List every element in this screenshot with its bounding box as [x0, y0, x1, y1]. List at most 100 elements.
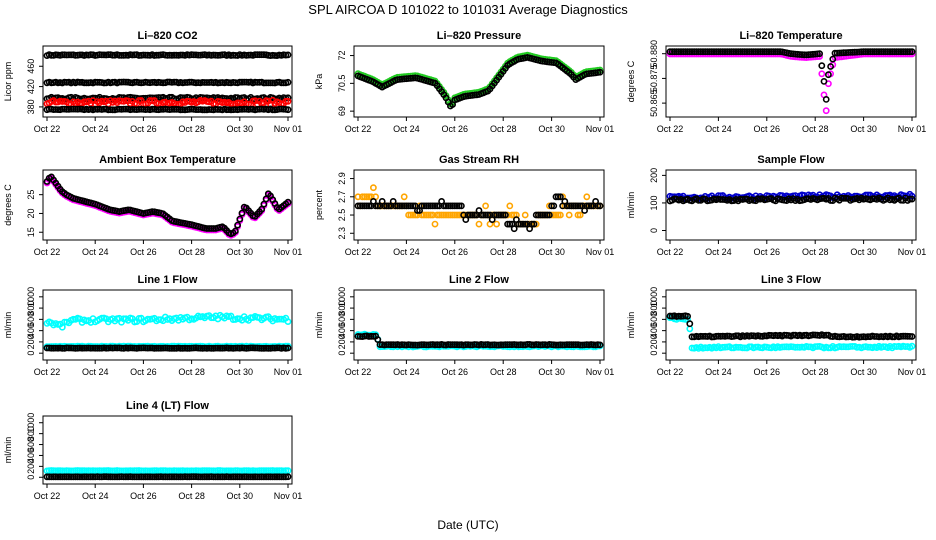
y-axis-label: degrees C	[626, 60, 636, 102]
x-tick-label: Oct 28	[178, 247, 205, 257]
data-point	[690, 48, 698, 56]
x-tick-label: Oct 28	[178, 367, 205, 377]
data-point	[869, 48, 876, 56]
data-points	[43, 467, 292, 481]
data-point	[258, 467, 266, 475]
data-point	[282, 97, 290, 105]
data-point	[405, 202, 412, 210]
y-tick-label: 2.5	[337, 209, 347, 222]
data-point	[677, 48, 685, 56]
series-black	[354, 54, 604, 110]
data-point	[745, 48, 753, 56]
y-axis-label: ml/min	[314, 312, 324, 339]
data-point	[734, 48, 742, 56]
data-point	[543, 211, 551, 219]
y-tick-label: 20	[26, 208, 36, 218]
data-point	[877, 48, 885, 56]
y-tick-label: 380	[26, 99, 36, 114]
data-point	[383, 202, 390, 210]
data-point	[413, 207, 421, 214]
x-tick-label: Oct 26	[130, 491, 157, 501]
data-point	[873, 48, 881, 56]
data-point	[479, 211, 487, 219]
y-axis-label: percent	[314, 189, 324, 220]
data-point	[515, 220, 522, 228]
data-point	[908, 333, 916, 340]
data-point	[369, 184, 377, 192]
data-point	[770, 48, 777, 56]
y-tick-label: 600	[649, 312, 659, 327]
data-point	[712, 48, 720, 56]
data-point	[506, 220, 514, 228]
data-point	[741, 48, 749, 56]
data-point	[475, 220, 483, 228]
data-point	[446, 211, 454, 219]
chart-title: Line 2 Flow	[449, 274, 509, 286]
plot-frame	[353, 289, 605, 361]
y-tick-label: 50.875	[649, 65, 659, 93]
data-point	[539, 211, 547, 219]
data-point	[420, 202, 428, 210]
data-point	[893, 48, 900, 56]
data-point	[554, 211, 562, 219]
data-point	[825, 71, 832, 79]
y-tick-label: 2.9	[337, 172, 347, 185]
data-point	[737, 48, 744, 56]
plot-frame	[42, 415, 293, 485]
plot-frame	[353, 169, 605, 241]
data-point	[574, 202, 582, 210]
data-point	[484, 211, 492, 219]
x-tick-label: Nov 01	[898, 124, 927, 134]
y-tick-label: 2.3	[337, 227, 347, 240]
x-tick-label: Nov 01	[274, 247, 303, 257]
series-black	[43, 344, 292, 352]
x-tick-label: Oct 24	[393, 124, 420, 134]
data-point	[76, 473, 84, 481]
data-point	[704, 48, 711, 56]
data-point	[284, 97, 292, 105]
data-point	[284, 473, 292, 481]
data-point	[196, 473, 204, 481]
data-point	[550, 202, 558, 210]
data-point	[466, 211, 474, 219]
y-tick-label: 70.5	[337, 75, 347, 93]
data-point	[743, 48, 751, 56]
data-point	[535, 211, 542, 219]
chart-title: Ambient Box Temperature	[99, 154, 236, 166]
data-point	[284, 318, 292, 325]
data-point	[365, 202, 373, 210]
x-tick-label: Nov 01	[586, 247, 615, 257]
x-tick-label: Nov 01	[898, 367, 927, 377]
data-point	[504, 211, 511, 219]
data-point	[468, 211, 476, 219]
data-point	[750, 48, 757, 56]
y-tick-label: 72	[337, 51, 347, 61]
data-point	[499, 211, 507, 219]
data-point	[570, 202, 577, 210]
y-tick-label: 200	[337, 334, 347, 349]
y-tick-label: 0	[649, 351, 659, 356]
data-point	[871, 48, 878, 56]
data-point	[719, 48, 727, 56]
x-tick-label: Oct 28	[178, 124, 205, 134]
data-point	[380, 202, 388, 210]
data-point	[433, 202, 441, 210]
data-point	[693, 48, 700, 56]
data-point	[546, 202, 553, 210]
chart-pressure: Li–820 Pressure kPa 69 70.5 72 Oct 22 Oct 24 Oc…	[314, 30, 614, 134]
y-tick-label: 200	[649, 334, 659, 349]
data-point	[697, 48, 705, 56]
data-point	[772, 48, 779, 56]
x-axis-label: Date (UTC)	[437, 518, 499, 532]
data-point	[908, 195, 916, 203]
x-tick-label: Oct 30	[227, 491, 254, 501]
x-tick-label: Oct 28	[802, 247, 829, 257]
data-point	[490, 211, 498, 219]
data-point	[884, 48, 892, 56]
data-point	[453, 211, 461, 219]
y-tick-label: 600	[26, 312, 36, 327]
x-tick-label: Oct 28	[802, 124, 829, 134]
data-point	[596, 202, 604, 210]
y-tick-label: 0	[337, 351, 347, 356]
data-point	[891, 48, 898, 56]
